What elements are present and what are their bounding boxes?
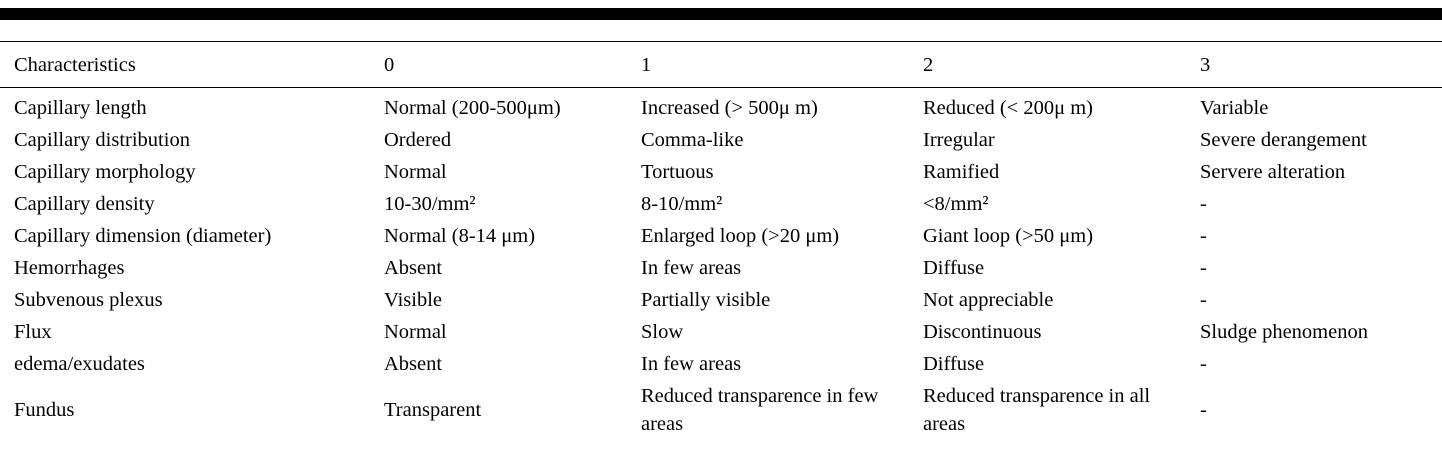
table-cell: Diffuse xyxy=(923,353,985,375)
row-characteristic: Hemorrhages xyxy=(14,257,125,279)
table-cell: Visible xyxy=(384,289,442,311)
page: Characteristics 0 1 2 3 Capillary length Norm… xyxy=(0,8,1442,440)
table-cell: Discontinuous xyxy=(923,321,1042,343)
table-cell: Comma-like xyxy=(641,129,744,151)
table-cell: Enlarged loop (>20 μm) xyxy=(641,225,840,247)
table-cell: Reduced (< 200μ m) xyxy=(923,97,1093,119)
column-header: 3 xyxy=(1200,41,1442,88)
table-row: Capillary density 10-30/mm² 8-10/mm² <8/mm²… xyxy=(0,188,1442,220)
row-characteristic: Capillary dimension (diameter) xyxy=(14,225,272,247)
table-row: Fundus Transparent Reduced transparence in… xyxy=(0,380,1442,440)
table-cell: Tortuous xyxy=(641,161,714,183)
scoring-table: Characteristics 0 1 2 3 Capillary length Norm… xyxy=(0,41,1442,440)
row-characteristic: Capillary morphology xyxy=(14,161,196,183)
row-characteristic: Fundus xyxy=(14,399,75,421)
table-cell: In few areas xyxy=(641,257,742,279)
table-cell: - xyxy=(1200,399,1207,421)
table-cell: Partially visible xyxy=(641,289,771,311)
table-cell: Ordered xyxy=(384,129,452,151)
table-row: edema/exudates Absent In few areas Diffuse - xyxy=(0,348,1442,380)
row-characteristic: Capillary distribution xyxy=(14,129,190,151)
table-cell: In few areas xyxy=(641,353,742,375)
header-row: Characteristics 0 1 2 3 xyxy=(0,41,1442,88)
table-row: Capillary distribution Ordered Comma-like I… xyxy=(0,124,1442,156)
table-row: Capillary morphology Normal Tortuous Ramifi… xyxy=(0,156,1442,188)
table-cell: Variable xyxy=(1200,97,1269,119)
column-header: 0 xyxy=(384,41,641,88)
row-characteristic: Flux xyxy=(14,321,52,343)
column-header: Characteristics xyxy=(0,41,384,88)
column-header: 1 xyxy=(641,41,923,88)
top-rule xyxy=(0,8,1442,20)
table-row: Capillary dimension (diameter) Normal (8-… xyxy=(0,220,1442,252)
table-cell: Ramified xyxy=(923,161,1000,183)
table-cell: Not appreciable xyxy=(923,289,1054,311)
table-cell: Slow xyxy=(641,321,684,343)
table-cell: - xyxy=(1200,353,1207,375)
table-cell: - xyxy=(1200,193,1207,215)
table-cell: Absent xyxy=(384,353,443,375)
table-cell: Reduced transparence in few areas xyxy=(641,385,879,435)
row-characteristic: Capillary density xyxy=(14,193,155,215)
table-cell: Diffuse xyxy=(923,257,985,279)
table-cell: Irregular xyxy=(923,129,995,151)
table-cell: 10-30/mm² xyxy=(384,193,476,215)
table-row: Hemorrhages Absent In few areas Diffuse - xyxy=(0,252,1442,284)
column-header: 2 xyxy=(923,41,1200,88)
row-characteristic: edema/exudates xyxy=(14,353,145,375)
table-body: Capillary length Normal (200-500μm) Increa… xyxy=(0,88,1442,441)
table-cell: Increased (> 500μ m) xyxy=(641,97,818,119)
table-cell: 8-10/mm² xyxy=(641,193,723,215)
table-cell: - xyxy=(1200,225,1207,247)
table-cell: Normal (200-500μm) xyxy=(384,97,561,119)
table-cell: Giant loop (>50 μm) xyxy=(923,225,1094,247)
table-cell: Absent xyxy=(384,257,443,279)
table-row: Subvenous plexus Visible Partially visible… xyxy=(0,284,1442,316)
table-cell: Normal (8-14 μm) xyxy=(384,225,536,247)
table-cell: Transparent xyxy=(384,399,482,421)
table-cell: Severe derangement xyxy=(1200,129,1367,151)
table-cell: Servere alteration xyxy=(1200,161,1346,183)
table-row: Capillary length Normal (200-500μm) Increa… xyxy=(0,88,1442,125)
table-cell: Reduced transparence in all areas xyxy=(923,385,1151,435)
table-cell: <8/mm² xyxy=(923,193,989,215)
row-characteristic: Subvenous plexus xyxy=(14,289,163,311)
row-characteristic: Capillary length xyxy=(14,97,147,119)
table-cell: Normal xyxy=(384,321,447,343)
table-cell: Normal xyxy=(384,161,447,183)
table-cell: Sludge phenomenon xyxy=(1200,321,1368,343)
table-cell: - xyxy=(1200,257,1207,279)
table-cell: - xyxy=(1200,289,1207,311)
table-header: Characteristics 0 1 2 3 xyxy=(0,41,1442,88)
table-row: Flux Normal Slow Discontinuous Sludge phenom… xyxy=(0,316,1442,348)
